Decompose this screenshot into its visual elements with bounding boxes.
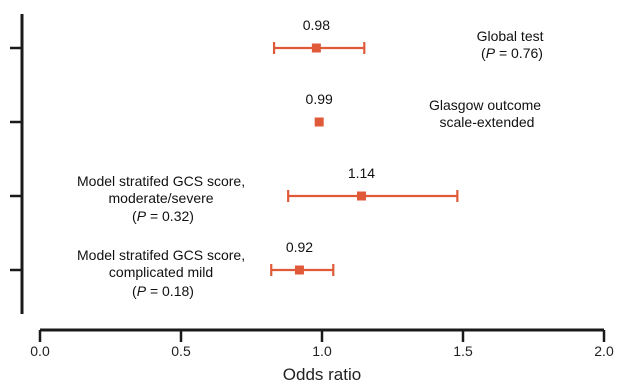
- annotation-line: (P = 0.32): [132, 208, 194, 224]
- annotation-line: complicated mild: [109, 264, 213, 280]
- row-annotation: Glasgow outcome scale-extended: [429, 97, 545, 130]
- x-axis-ticks: 0.0 0.5 1.0 1.5 2.0: [30, 330, 614, 359]
- x-tick-label: 0.0: [30, 343, 50, 359]
- row-moderate-severe: 1.14 Model stratifed GCS score, moderate…: [77, 165, 459, 224]
- row-glasgow-outcome: 0.99 Glasgow outcome scale-extended: [306, 91, 545, 130]
- estimate-marker: [294, 265, 304, 275]
- row-complicated-mild: 0.92 Model stratifed GCS score, complica…: [77, 239, 335, 299]
- annotation-line: (P = 0.76): [481, 45, 543, 61]
- row-annotation: Model stratifed GCS score, moderate/seve…: [77, 173, 249, 224]
- estimate-label: 0.92: [286, 239, 313, 255]
- x-tick-label: 1.5: [453, 343, 473, 359]
- x-tick-label: 1.0: [312, 343, 332, 359]
- x-tick-label: 0.5: [171, 343, 191, 359]
- estimate-label: 0.98: [303, 17, 330, 33]
- estimate-marker: [356, 191, 366, 201]
- estimate-label: 0.99: [306, 91, 333, 107]
- annotation-line: Glasgow outcome: [429, 97, 541, 113]
- annotation-line: Model stratifed GCS score,: [77, 173, 245, 189]
- annotation-line: scale-extended: [440, 114, 535, 130]
- estimate-marker: [311, 43, 321, 53]
- annotation-line: (P = 0.18): [132, 283, 194, 299]
- annotation-line: moderate/severe: [109, 190, 214, 206]
- annotation-line: Model stratifed GCS score,: [77, 247, 245, 263]
- estimate-marker: [314, 117, 324, 127]
- estimate-label: 1.14: [348, 165, 375, 181]
- x-tick-label: 2.0: [594, 343, 614, 359]
- row-annotation: Model stratifed GCS score, complicated m…: [77, 247, 249, 299]
- row-annotation: Global test (P = 0.76): [477, 28, 548, 61]
- annotation-line: Global test: [477, 28, 544, 44]
- x-axis-label: Odds ratio: [283, 365, 361, 384]
- row-global-test: 0.98 Global test (P = 0.76): [272, 17, 548, 61]
